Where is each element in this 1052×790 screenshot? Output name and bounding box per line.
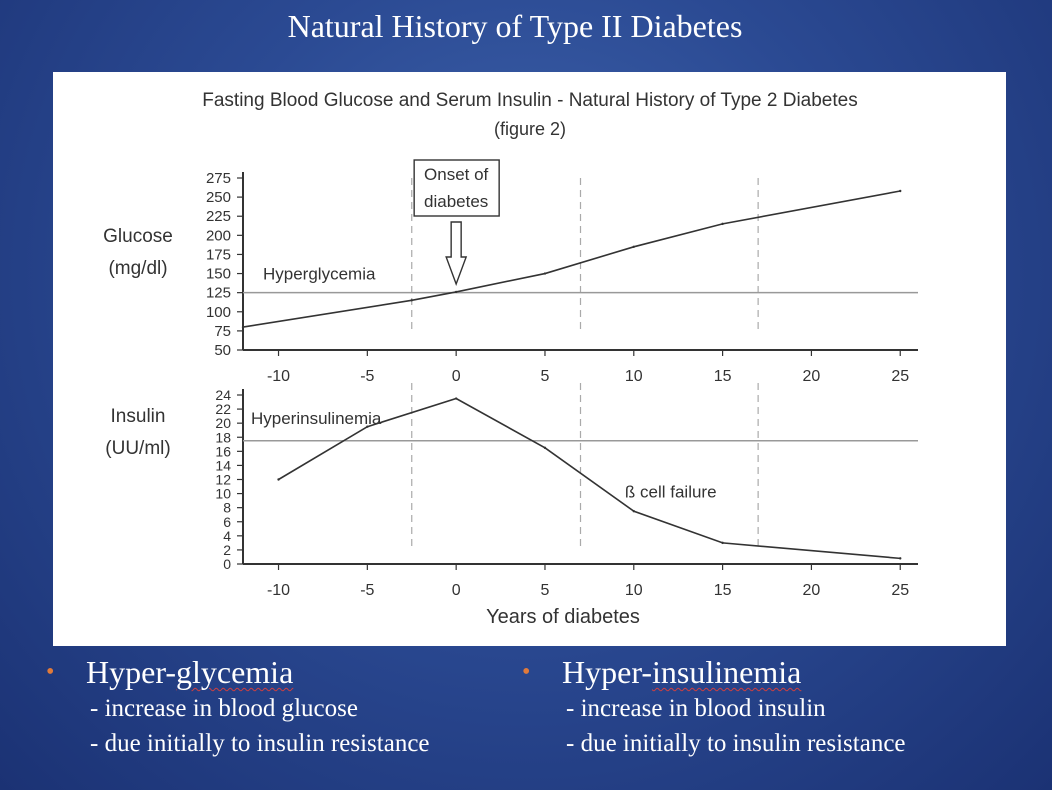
y-tick-label: 10 [215, 486, 231, 502]
y-tick-label: 4 [223, 528, 231, 544]
y-tick-label: 200 [206, 227, 231, 244]
bullet-hyperglycemia: • Hyper-glycemia - increase in blood gluc… [46, 654, 430, 761]
slide-title: Natural History of Type II Diabetes [287, 8, 743, 44]
y-tick-label: 250 [206, 189, 231, 206]
y-tick-label: 2 [223, 542, 231, 558]
bullet-dot-icon: • [522, 659, 531, 685]
y-tick-label: 50 [214, 342, 231, 359]
data-point [410, 299, 413, 302]
y-tick-label: 16 [215, 443, 231, 459]
x-tick-label: 10 [625, 368, 643, 385]
x-tick-label: -5 [360, 582, 374, 599]
bullet-keyword: glycemia [175, 654, 294, 690]
data-point [277, 478, 280, 481]
y-tick-label: 275 [206, 170, 231, 187]
onset-annotation-text: Onset of [424, 165, 489, 184]
data-point [543, 272, 547, 275]
threshold-label: Hyperinsulinemia [251, 409, 382, 428]
x-tick-label: 0 [452, 582, 461, 599]
y-tick-label: 8 [223, 500, 231, 516]
x-axis-title: Years of diabetes [486, 606, 640, 628]
y-axis-title: (mg/dl) [108, 258, 167, 279]
y-tick-label: 150 [206, 266, 231, 283]
bullet-prefix: Hyper- [86, 654, 176, 690]
x-tick-label: 25 [891, 582, 909, 599]
y-tick-label: 125 [206, 285, 231, 302]
series-line [242, 190, 901, 328]
data-point [454, 397, 458, 400]
y-tick-label: 20 [215, 415, 231, 431]
bullet-subpoint: - increase in blood insulin [566, 695, 826, 722]
beta-cell-failure-label: ß cell failure [625, 483, 717, 502]
bullet-subpoint: - due initially to insulin resistance [90, 730, 430, 757]
bullet-heading: • Hyper-insulinemia [522, 654, 906, 691]
y-tick-label: 18 [215, 429, 231, 445]
y-tick-label: 0 [223, 556, 231, 572]
data-point [454, 290, 458, 294]
data-point [543, 446, 547, 450]
data-point [632, 245, 635, 248]
chart-subtitle: (figure 2) [494, 119, 566, 139]
data-point [899, 557, 902, 560]
threshold-label: Hyperglycemia [263, 265, 376, 284]
y-tick-label: 6 [223, 514, 231, 530]
bullet-prefix: Hyper- [562, 654, 652, 690]
chart-title: Fasting Blood Glucose and Serum Insulin … [202, 90, 857, 111]
data-point [721, 541, 724, 545]
y-tick-label: 12 [215, 472, 231, 488]
x-tick-label: 5 [541, 368, 550, 385]
onset-annotation-box [413, 159, 500, 217]
x-tick-label: 20 [803, 368, 821, 385]
data-point [721, 222, 724, 226]
bullet-dot-icon: • [46, 659, 55, 685]
x-tick-label: 5 [541, 582, 550, 599]
x-tick-label: 20 [803, 582, 821, 599]
y-tick-label: 75 [214, 323, 231, 340]
glucose-panel: 50 75 100 125 150 175 200 225 250 275 -10 -5 0 5 10 15 2… [103, 159, 918, 385]
bullet-hyperinsulinemia: • Hyper-insulinemia - increase in blood i… [522, 654, 906, 761]
chart-figure: Fasting Blood Glucose and Serum Insulin … [53, 72, 1006, 646]
y-tick-label: 100 [206, 304, 231, 321]
data-point [899, 189, 902, 193]
y-axis-title: Glucose [103, 226, 173, 247]
y-tick-label: 22 [215, 401, 231, 417]
data-point [366, 425, 369, 428]
y-axis-title: Insulin [111, 406, 166, 427]
x-tick-label: 0 [452, 368, 461, 385]
y-tick-label: 24 [215, 387, 231, 403]
chart-svg: Fasting Blood Glucose and Serum Insulin … [103, 90, 918, 628]
x-tick-label: -5 [360, 368, 374, 385]
bullet-subpoint: - increase in blood glucose [90, 695, 358, 722]
y-tick-label: 225 [206, 208, 231, 225]
y-axis-title: (UU/ml) [105, 438, 170, 459]
bullet-subpoint: - due initially to insulin resistance [566, 730, 906, 757]
x-tick-label: 10 [625, 582, 643, 599]
x-tick-label: 15 [714, 582, 732, 599]
x-tick-label: -10 [267, 582, 290, 599]
y-tick-label: 175 [206, 246, 231, 263]
bullet-keyword: insulinemia [651, 654, 802, 690]
onset-arrow-icon [445, 221, 468, 287]
bullet-heading: • Hyper-glycemia [46, 654, 430, 691]
x-tick-label: -10 [267, 368, 290, 385]
data-point [632, 509, 635, 513]
x-tick-label: 25 [891, 368, 909, 385]
y-tick-label: 14 [215, 457, 231, 473]
data-point [241, 325, 245, 329]
x-tick-label: 15 [714, 368, 732, 385]
onset-annotation-text: diabetes [424, 192, 488, 211]
